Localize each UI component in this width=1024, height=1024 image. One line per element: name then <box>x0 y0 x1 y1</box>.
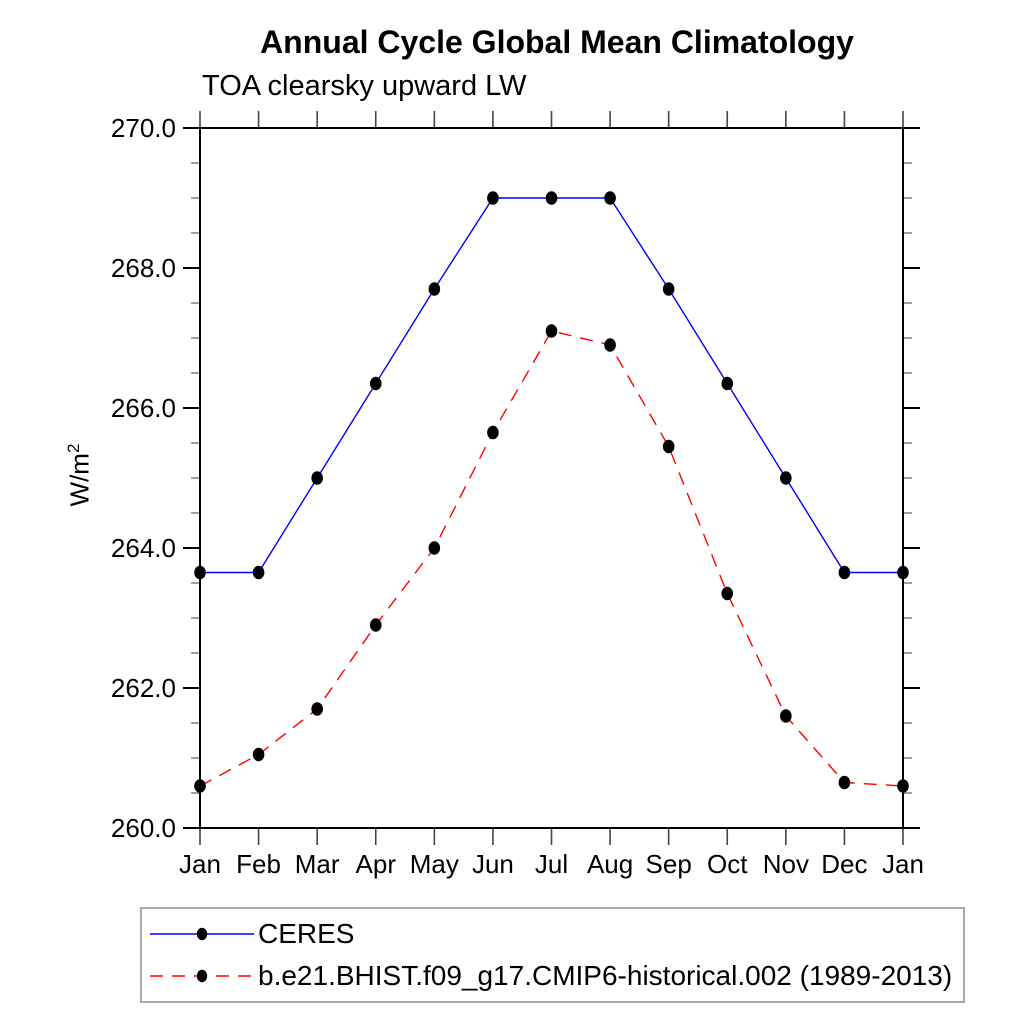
x-tick-label: Jul <box>535 849 568 879</box>
x-tick-label: Nov <box>763 849 809 879</box>
x-tick-label: Feb <box>236 849 281 879</box>
model-marker <box>311 702 323 716</box>
model-marker <box>369 618 382 632</box>
model-marker <box>897 779 909 793</box>
legend-item-model: b.e21.BHIST.f09_g17.CMIP6-historical.002… <box>148 959 963 993</box>
model-marker <box>194 779 206 793</box>
y-tick-label: 262.0 <box>111 673 176 703</box>
ceres-marker <box>252 565 265 580</box>
model-marker <box>252 747 265 762</box>
y-tick-label: 266.0 <box>111 393 176 423</box>
y-tick-label: 268.0 <box>111 253 176 283</box>
ceres-line <box>200 197 903 574</box>
legend-item-ceres: CERES <box>148 917 963 951</box>
model-marker <box>545 324 558 338</box>
model-marker <box>428 541 441 555</box>
ceres-marker <box>545 191 558 205</box>
axis-frame <box>199 127 904 829</box>
legend-box: CERES b.e21.BHIST.f09_g17.CMIP6-historic… <box>140 907 965 1003</box>
ceres-marker <box>428 282 441 296</box>
x-tick-label: Aug <box>587 849 633 879</box>
x-tick-label: Dec <box>821 849 867 879</box>
x-tick-label: Jan <box>882 849 924 879</box>
legend-label-model: b.e21.BHIST.f09_g17.CMIP6-historical.002… <box>258 960 953 991</box>
ceres-marker <box>311 471 323 485</box>
legend-label-ceres: CERES <box>258 918 355 949</box>
model-marker <box>604 338 616 352</box>
ceres-marker <box>487 191 499 205</box>
x-tick-label: Sep <box>646 849 692 879</box>
ceres-marker <box>604 191 616 205</box>
y-tick-label: 260.0 <box>111 813 176 843</box>
ceres-marker <box>662 282 675 296</box>
legend-swatch-ceres <box>150 927 254 941</box>
legend-marker <box>196 969 208 983</box>
ceres-marker <box>897 565 909 580</box>
x-tick-label: Mar <box>295 849 340 879</box>
x-tick-label: Jan <box>179 849 221 879</box>
ceres-marker <box>194 565 206 580</box>
ceres-marker <box>721 376 734 391</box>
model-marker <box>487 425 499 440</box>
y-tick-label: 264.0 <box>111 533 176 563</box>
model-marker <box>780 709 792 723</box>
x-tick-label: Oct <box>707 849 748 879</box>
y-tick-label: 270.0 <box>111 113 176 143</box>
chart-subtitle: TOA clearsky upward LW <box>202 70 527 102</box>
ceres-marker <box>369 376 382 391</box>
x-tick-label: May <box>410 849 459 879</box>
ceres-marker <box>780 471 792 485</box>
chart-title: Annual Cycle Global Mean Climatology <box>260 24 854 60</box>
x-tick-label: Apr <box>356 849 397 879</box>
model-marker <box>721 586 734 601</box>
legend-swatch-model <box>150 969 254 983</box>
legend-marker <box>196 927 208 941</box>
model-marker <box>662 439 675 454</box>
ceres-marker <box>838 565 851 580</box>
model-line <box>199 330 904 787</box>
model-marker <box>838 775 851 790</box>
x-tick-label: Jun <box>472 849 514 879</box>
